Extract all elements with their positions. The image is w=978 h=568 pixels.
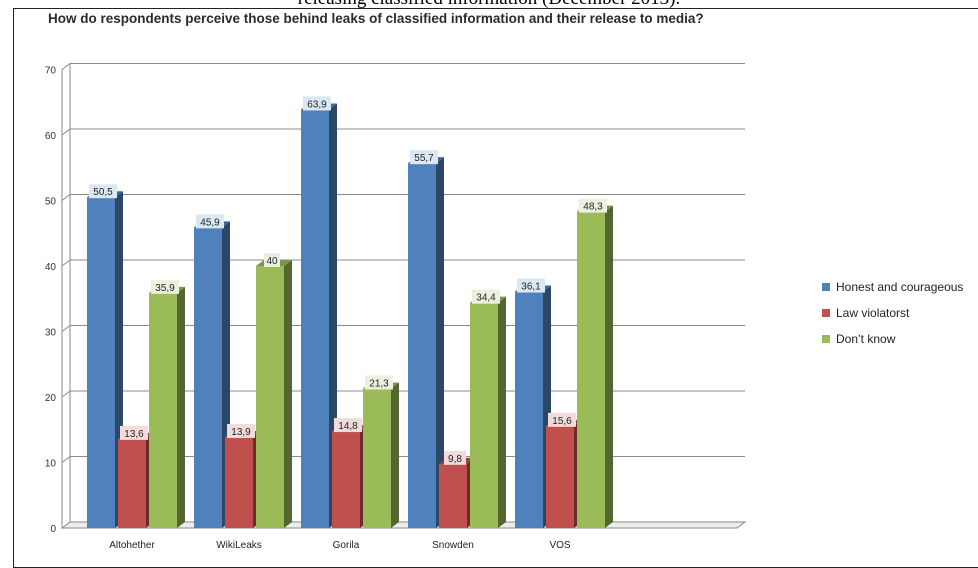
legend-item-dont-know: Don’t know <box>822 332 963 358</box>
bar-side <box>436 157 444 529</box>
data-label-bg <box>410 150 438 165</box>
bar-side <box>391 382 399 528</box>
data-label-bg <box>472 289 500 304</box>
y-tick-label: 0 <box>50 524 56 535</box>
y-tick-label: 40 <box>45 262 57 273</box>
bar <box>87 197 115 528</box>
bar <box>256 266 284 528</box>
data-label-bg <box>334 418 362 433</box>
bar <box>332 431 360 528</box>
bar-side <box>177 286 185 528</box>
data-label-bg <box>303 96 331 111</box>
x-tick-label: Gorila <box>333 540 360 551</box>
data-label-bg <box>444 450 466 465</box>
bar <box>546 425 574 528</box>
data-label: 34,4 <box>476 293 496 304</box>
bar <box>301 109 329 528</box>
legend-swatch-violators <box>822 309 830 317</box>
gridline <box>61 63 745 70</box>
legend-item-violators: Law violatorst <box>822 306 963 332</box>
data-label: 40 <box>266 256 278 267</box>
x-tick-label: Snowden <box>432 540 474 551</box>
legend-item-honest: Honest and courageous <box>822 280 963 306</box>
data-label: 15,6 <box>552 416 572 427</box>
data-label: 13,9 <box>231 427 251 438</box>
y-tick-label: 30 <box>45 328 57 339</box>
legend: Honest and courageous Law violatorst Don… <box>822 280 963 358</box>
bar <box>194 227 222 529</box>
bar <box>408 163 436 529</box>
bar <box>577 211 605 528</box>
y-tick-label: 20 <box>45 393 57 404</box>
data-label-bg <box>517 278 545 293</box>
bar-side <box>498 296 506 528</box>
bar <box>439 463 467 528</box>
figure-caption: releasing classified information (Decemb… <box>0 0 978 9</box>
x-tick-label: WikiLeaks <box>216 540 262 551</box>
data-label: 9,8 <box>448 454 462 465</box>
data-label-bg <box>365 375 393 390</box>
y-tick-label: 70 <box>45 66 57 77</box>
bar-side <box>605 205 613 528</box>
chart-title: How do respondents perceive those behind… <box>48 11 704 26</box>
data-label-bg <box>120 425 148 440</box>
y-tick-label: 50 <box>45 197 57 208</box>
data-label: 36,1 <box>521 282 541 293</box>
x-tick-label: Altohether <box>109 540 155 551</box>
data-label-bg <box>548 412 576 427</box>
data-label-bg <box>264 253 280 267</box>
chart-plot: 0 10 20 30 40 50 60 70 50,5 13,6 35,9 45,9 13,9 40 63… <box>45 63 747 551</box>
bar <box>363 388 391 528</box>
x-tick-label: VOS <box>549 540 570 551</box>
legend-label-honest: Honest and courageous <box>836 280 964 294</box>
legend-swatch-honest <box>822 283 830 291</box>
data-label: 13,6 <box>124 429 144 440</box>
data-label: 21,3 <box>369 378 389 389</box>
data-label: 63,9 <box>307 99 327 110</box>
data-labels: 50,5 13,6 35,9 45,9 13,9 40 63,9 14,8 21,3 55,7 9,… <box>89 96 607 465</box>
gridline <box>61 128 745 136</box>
caption-clip: releasing classified information (Decemb… <box>0 0 978 9</box>
data-label: 45,9 <box>200 217 220 228</box>
data-label: 48,3 <box>583 202 603 213</box>
data-label-bg <box>196 214 224 229</box>
y-tick-label: 60 <box>45 131 57 142</box>
data-label: 14,8 <box>338 421 358 432</box>
data-label-bg <box>227 423 255 438</box>
bar <box>118 438 146 528</box>
data-label-bg <box>579 198 607 213</box>
y-tick-label: 10 <box>45 459 57 470</box>
data-label-bg <box>151 279 179 294</box>
bar <box>225 436 253 528</box>
bars <box>87 103 613 529</box>
legend-label-dont-know: Don’t know <box>836 332 896 346</box>
gridline <box>61 194 745 201</box>
legend-swatch-dont-know <box>822 335 830 343</box>
legend-label-violators: Law violatorst <box>836 306 910 320</box>
data-label: 50,5 <box>93 187 113 198</box>
bar-side <box>284 260 292 528</box>
y-axis: 0 10 20 30 40 50 60 70 <box>45 66 57 536</box>
data-label: 35,9 <box>155 283 175 294</box>
data-label-bg <box>89 184 117 199</box>
data-label: 55,7 <box>414 153 434 164</box>
gridline <box>61 259 745 267</box>
bar <box>515 291 543 528</box>
x-axis-labels: Altohether WikiLeaks Gorila Snowden VOS <box>109 540 571 551</box>
bar <box>470 302 498 528</box>
bar <box>149 292 177 528</box>
